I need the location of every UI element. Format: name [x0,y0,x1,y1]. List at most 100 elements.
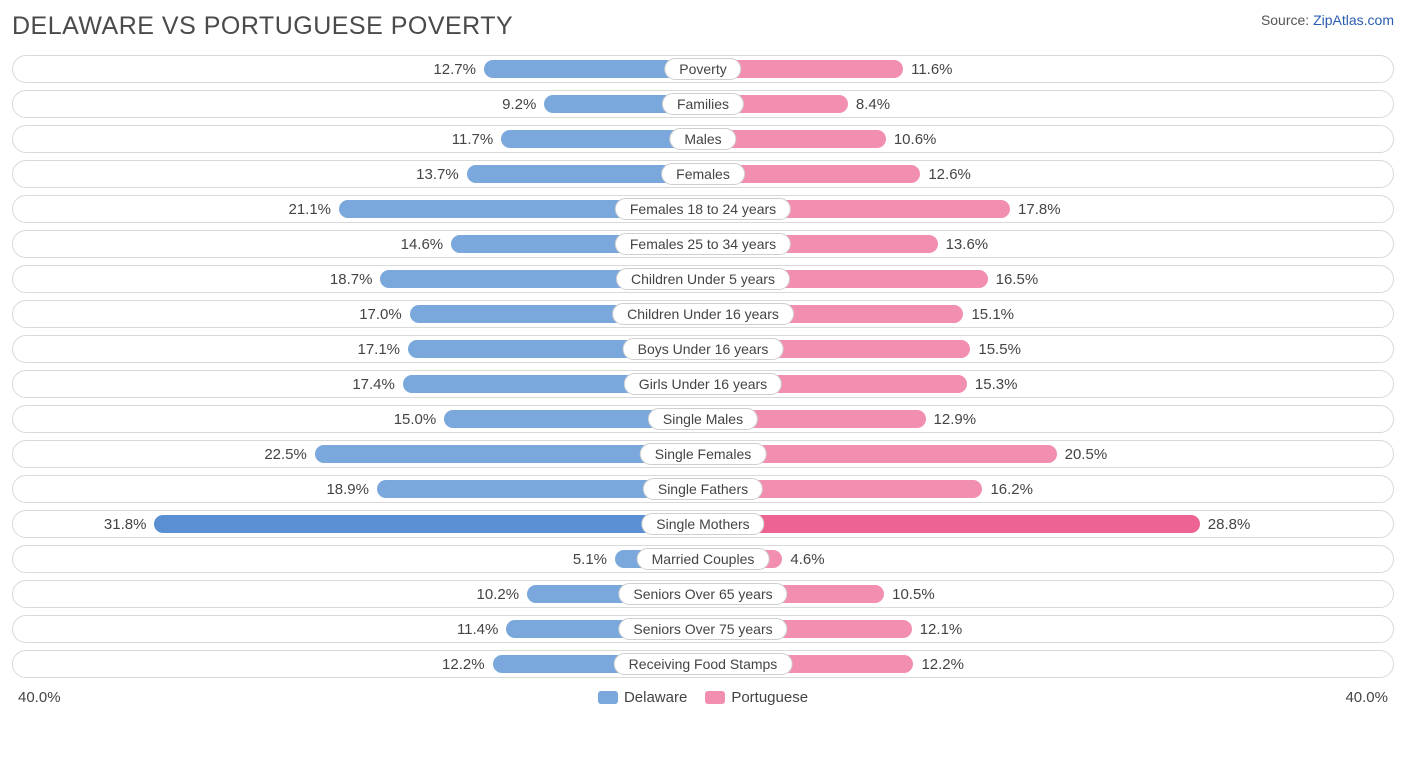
category-label: Females 18 to 24 years [615,198,791,220]
category-label: Females 25 to 34 years [615,233,791,255]
right-value: 20.5% [1065,446,1108,463]
chart-row: 12.7% 11.6%Poverty [12,55,1394,83]
left-half: 9.2% [13,91,703,117]
left-value: 14.6% [401,236,444,253]
right-half: 11.6% [703,56,1393,82]
left-value: 17.4% [352,376,395,393]
right-half: 12.6% [703,161,1393,187]
right-value: 15.3% [975,376,1018,393]
left-value: 22.5% [264,446,307,463]
left-value: 17.1% [357,341,400,358]
right-half: 12.1% [703,616,1393,642]
right-half: 10.6% [703,126,1393,152]
right-half: 8.4% [703,91,1393,117]
chart-row: 14.6% 13.6% Females 25 to 34 years [12,230,1394,258]
left-value: 10.2% [477,586,520,603]
right-value: 12.6% [928,166,971,183]
left-half: 15.0% [13,406,703,432]
category-label: Seniors Over 65 years [618,583,787,605]
category-label: Single Fathers [643,478,763,500]
right-half: 12.2% [703,651,1393,677]
legend-item-left: Delaware [598,689,687,706]
right-half: 16.5% [703,266,1393,292]
right-half: 4.6% [703,546,1393,572]
category-label: Single Mothers [641,513,764,535]
left-value: 15.0% [394,411,437,428]
right-value: 16.5% [996,271,1039,288]
right-half: 15.1% [703,301,1393,327]
left-value: 5.1% [573,551,607,568]
left-half: 18.9% [13,476,703,502]
chart-row: 17.1% 15.5% Boys Under 16 years [12,335,1394,363]
left-half: 21.1% [13,196,703,222]
left-half: 17.0% [13,301,703,327]
chart-row: 11.7% 10.6% Males [12,125,1394,153]
chart-row: 13.7%12.6%Females [12,160,1394,188]
chart-row: 12.2% 12.2% Receiving Food Stamps [12,650,1394,678]
chart-row: 9.2% 8.4% Families [12,90,1394,118]
category-label: Families [662,93,744,115]
left-half: 18.7% [13,266,703,292]
right-half: 28.8% [703,511,1393,537]
left-value: 11.7% [452,131,493,148]
right-value: 28.8% [1208,516,1251,533]
chart-source: Source: ZipAtlas.com [1261,12,1394,28]
category-label: Poverty [664,58,741,80]
chart-row: 31.8%28.8%Single Mothers [12,510,1394,538]
left-half: 17.1% [13,336,703,362]
chart-row: 18.9% 16.2% Single Fathers [12,475,1394,503]
left-value: 11.4% [457,621,498,638]
axis-row: 40.0% Delaware Portuguese 40.0% [12,685,1394,706]
right-value: 8.4% [856,96,890,113]
chart-row: 11.4%12.1%Seniors Over 75 years [12,615,1394,643]
right-half: 10.5% [703,581,1393,607]
legend: Delaware Portuguese [598,689,808,706]
chart-title: DELAWARE VS PORTUGUESE POVERTY [12,12,513,41]
category-label: Children Under 16 years [612,303,794,325]
category-label: Males [669,128,736,150]
right-value: 15.5% [978,341,1021,358]
right-half: 15.5% [703,336,1393,362]
legend-item-right: Portuguese [705,689,808,706]
chart-row: 22.5% 20.5% Single Females [12,440,1394,468]
right-half: 16.2% [703,476,1393,502]
right-value: 10.5% [892,586,935,603]
right-value: 4.6% [790,551,824,568]
axis-left-max: 40.0% [18,689,61,706]
category-label: Boys Under 16 years [623,338,784,360]
left-value: 9.2% [502,96,536,113]
left-half: 5.1% [13,546,703,572]
left-half: 14.6% [13,231,703,257]
right-value: 16.2% [990,481,1033,498]
right-half: 17.8% [703,196,1393,222]
source-label: Source: [1261,12,1313,28]
right-bar [703,515,1200,533]
left-value: 21.1% [288,201,331,218]
category-label: Married Couples [637,548,770,570]
category-label: Receiving Food Stamps [614,653,793,675]
legend-label-left: Delaware [624,689,687,706]
chart-row: 17.0% 15.1%Children Under 16 years [12,300,1394,328]
right-value: 17.8% [1018,201,1061,218]
left-value: 12.2% [442,656,485,673]
left-value: 18.7% [330,271,373,288]
category-label: Children Under 5 years [616,268,790,290]
right-value: 10.6% [894,131,937,148]
right-value: 13.6% [946,236,989,253]
left-half: 12.2% [13,651,703,677]
category-label: Single Females [640,443,767,465]
chart-row: 10.2% 10.5% Seniors Over 65 years [12,580,1394,608]
diverging-bar-chart: 12.7% 11.6%Poverty 9.2% 8.4% Families 11.7% 10… [12,55,1394,678]
left-value: 18.9% [326,481,369,498]
chart-row: 18.7% 16.5% Children Under 5 years [12,265,1394,293]
right-half: 13.6% [703,231,1393,257]
right-half: 20.5% [703,441,1393,467]
left-value: 12.7% [433,61,476,78]
left-value: 17.0% [359,306,402,323]
left-half: 13.7% [13,161,703,187]
axis-right-max: 40.0% [1345,689,1388,706]
right-value: 12.2% [921,656,964,673]
source-link[interactable]: ZipAtlas.com [1313,12,1394,28]
category-label: Girls Under 16 years [624,373,782,395]
left-bar [154,515,703,533]
